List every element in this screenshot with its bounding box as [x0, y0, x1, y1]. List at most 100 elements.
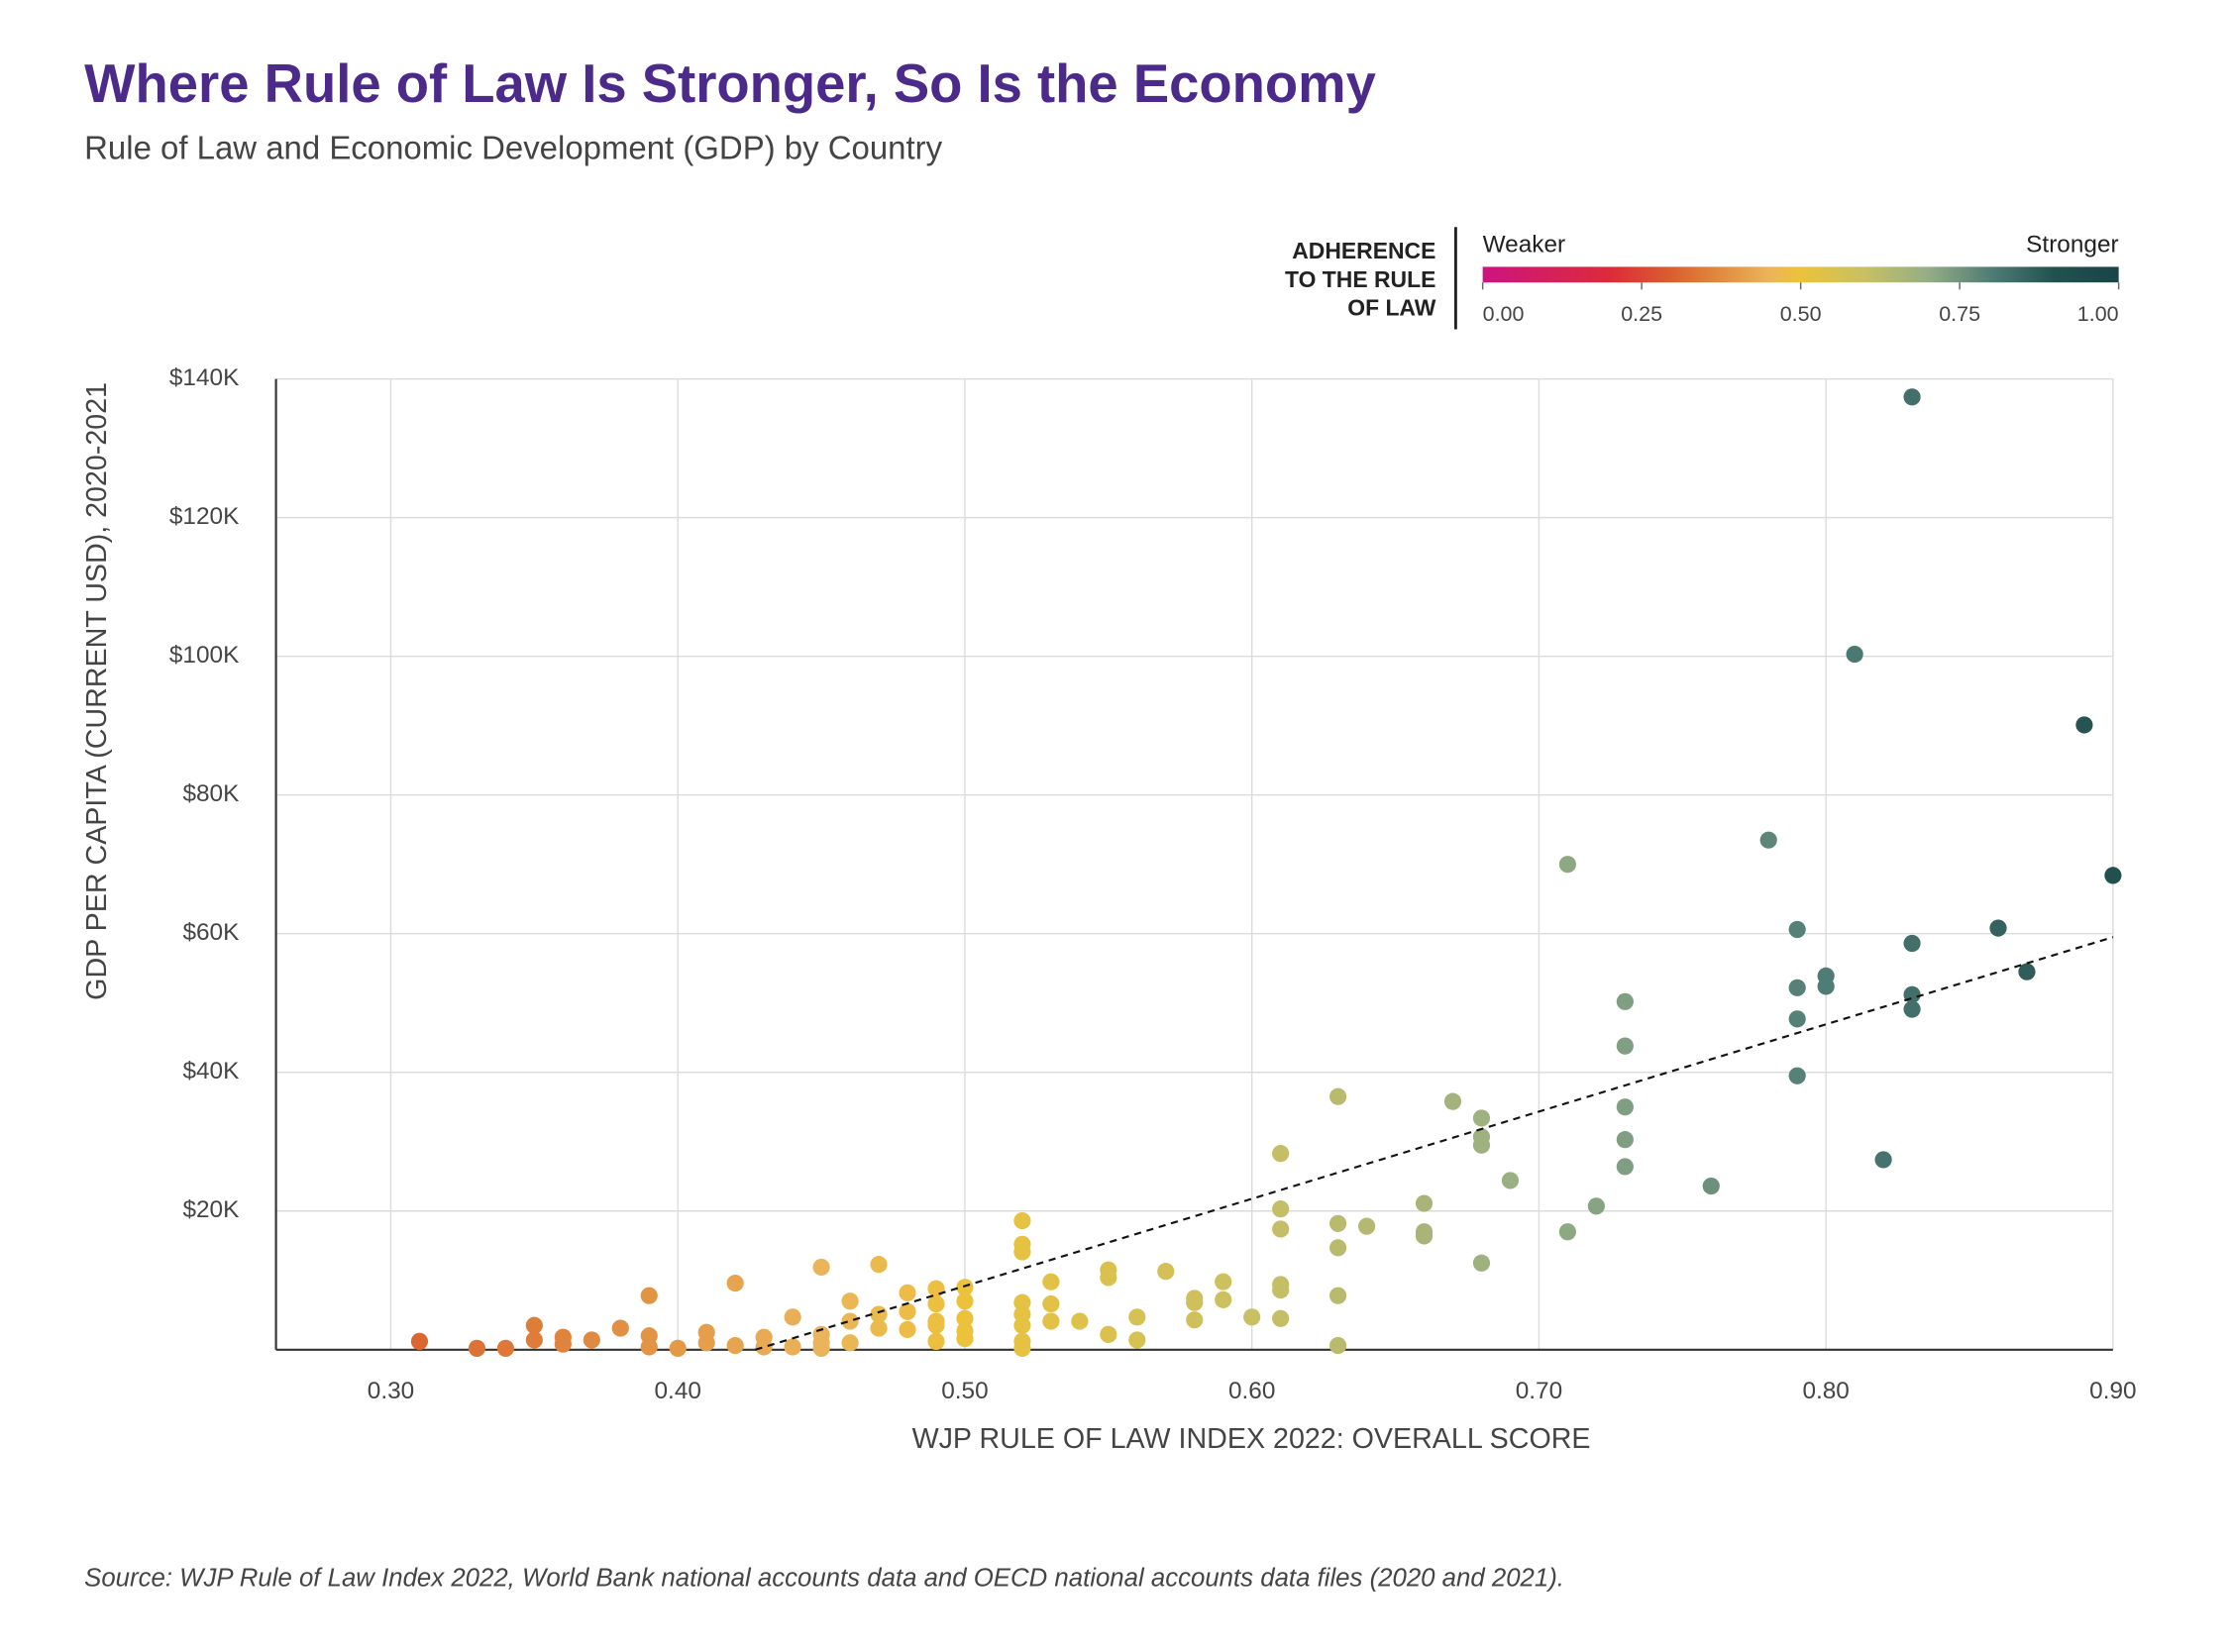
data-point [841, 1334, 859, 1352]
data-point [1272, 1145, 1290, 1163]
data-point [1759, 831, 1777, 849]
x-tick-label: 0.80 [1802, 1378, 1849, 1404]
data-point [1788, 1010, 1806, 1028]
data-point [1616, 1037, 1634, 1055]
data-point [870, 1256, 888, 1274]
x-tick-label: 0.50 [941, 1378, 988, 1404]
data-point [1357, 1217, 1376, 1235]
data-point [1616, 1098, 1634, 1116]
data-point [525, 1316, 543, 1334]
data-point [1788, 1067, 1806, 1084]
data-point [784, 1308, 801, 1326]
data-point [1128, 1331, 1146, 1349]
data-point [1157, 1263, 1175, 1281]
y-tick-label: $40K [182, 1058, 239, 1084]
colorbar-tick-label: 1.00 [2077, 302, 2119, 326]
data-point [1042, 1312, 1060, 1330]
data-point [2018, 963, 2036, 981]
data-point [1788, 979, 1806, 996]
data-point [1472, 1254, 1491, 1272]
data-point [899, 1320, 916, 1339]
data-point [640, 1338, 658, 1356]
data-point [1042, 1294, 1060, 1313]
chart-title: Where Rule of Law Is Stronger, So Is the… [84, 53, 1376, 114]
data-point [956, 1329, 974, 1348]
data-point [1013, 1243, 1031, 1261]
data-point [1616, 1131, 1634, 1149]
data-point [1846, 645, 1863, 664]
data-point [1874, 1151, 1892, 1169]
data-point [1013, 1293, 1031, 1311]
data-point [1415, 1194, 1434, 1212]
data-point [1272, 1200, 1290, 1218]
data-point [1013, 1211, 1031, 1230]
chart-subtitle: Rule of Law and Economic Development (GD… [84, 130, 942, 166]
data-point [1186, 1311, 1204, 1329]
data-point [1558, 856, 1576, 874]
colorbar-tick-label: 0.50 [1780, 302, 1822, 326]
x-tick-label: 0.90 [2089, 1378, 2136, 1404]
data-point [1558, 1223, 1576, 1241]
data-point [1215, 1291, 1232, 1308]
source-note: Source: WJP Rule of Law Index 2022, Worl… [84, 1565, 1564, 1593]
data-point [1071, 1312, 1089, 1330]
data-point [1329, 1239, 1347, 1257]
data-point [1128, 1308, 1146, 1326]
colorbar-tick-label: 0.00 [1483, 302, 1525, 326]
y-tick-label: $20K [182, 1196, 239, 1223]
data-point [1013, 1339, 1031, 1357]
data-point [1903, 388, 1921, 406]
trend-line [755, 936, 2114, 1351]
data-point [1788, 920, 1806, 939]
data-point [496, 1339, 514, 1357]
data-point [1329, 1336, 1347, 1355]
data-point [726, 1274, 744, 1292]
data-point [1272, 1281, 1290, 1299]
data-point [870, 1319, 888, 1337]
data-point [1616, 1158, 1634, 1176]
data-point [1501, 1172, 1520, 1189]
x-tick-label: 0.40 [655, 1378, 701, 1404]
data-point [956, 1292, 974, 1310]
data-point [2075, 716, 2093, 734]
y-tick-label: $80K [182, 780, 239, 807]
data-point [927, 1316, 945, 1334]
data-point [1903, 934, 1921, 953]
data-point [1903, 1000, 1921, 1018]
data-point [1272, 1309, 1290, 1327]
colorbar-title: ADHERENCE [1292, 238, 1435, 263]
colorbar-tick-label: 0.25 [1621, 302, 1662, 326]
data-point [1415, 1227, 1434, 1245]
y-tick-label: $100K [169, 642, 239, 669]
data-point [841, 1292, 859, 1310]
data-point [1329, 1087, 1347, 1105]
data-point [525, 1331, 543, 1349]
data-point [812, 1339, 830, 1357]
data-point [1472, 1136, 1491, 1154]
data-point [899, 1284, 916, 1301]
colorbar-low-label: Weaker [1483, 231, 1566, 258]
data-point [812, 1258, 830, 1277]
data-point [899, 1302, 916, 1320]
colorbar-title: OF LAW [1347, 294, 1435, 320]
data-point [640, 1287, 658, 1304]
data-point [697, 1334, 715, 1352]
data-point [410, 1332, 429, 1350]
data-point [583, 1331, 600, 1349]
data-point [1443, 1092, 1462, 1110]
y-tick-label: $140K [169, 364, 239, 391]
data-point [1215, 1273, 1232, 1291]
x-tick-label: 0.60 [1228, 1378, 1275, 1404]
data-point [1272, 1220, 1290, 1238]
data-point [726, 1336, 744, 1355]
data-point [1587, 1197, 1605, 1215]
data-point [1186, 1293, 1204, 1311]
data-point [1817, 978, 1835, 995]
data-point [1100, 1269, 1117, 1287]
x-tick-label: 0.70 [1516, 1378, 1562, 1404]
data-point [1329, 1287, 1347, 1304]
data-point [1702, 1177, 1720, 1195]
data-point [611, 1319, 629, 1337]
data-point [956, 1279, 974, 1296]
